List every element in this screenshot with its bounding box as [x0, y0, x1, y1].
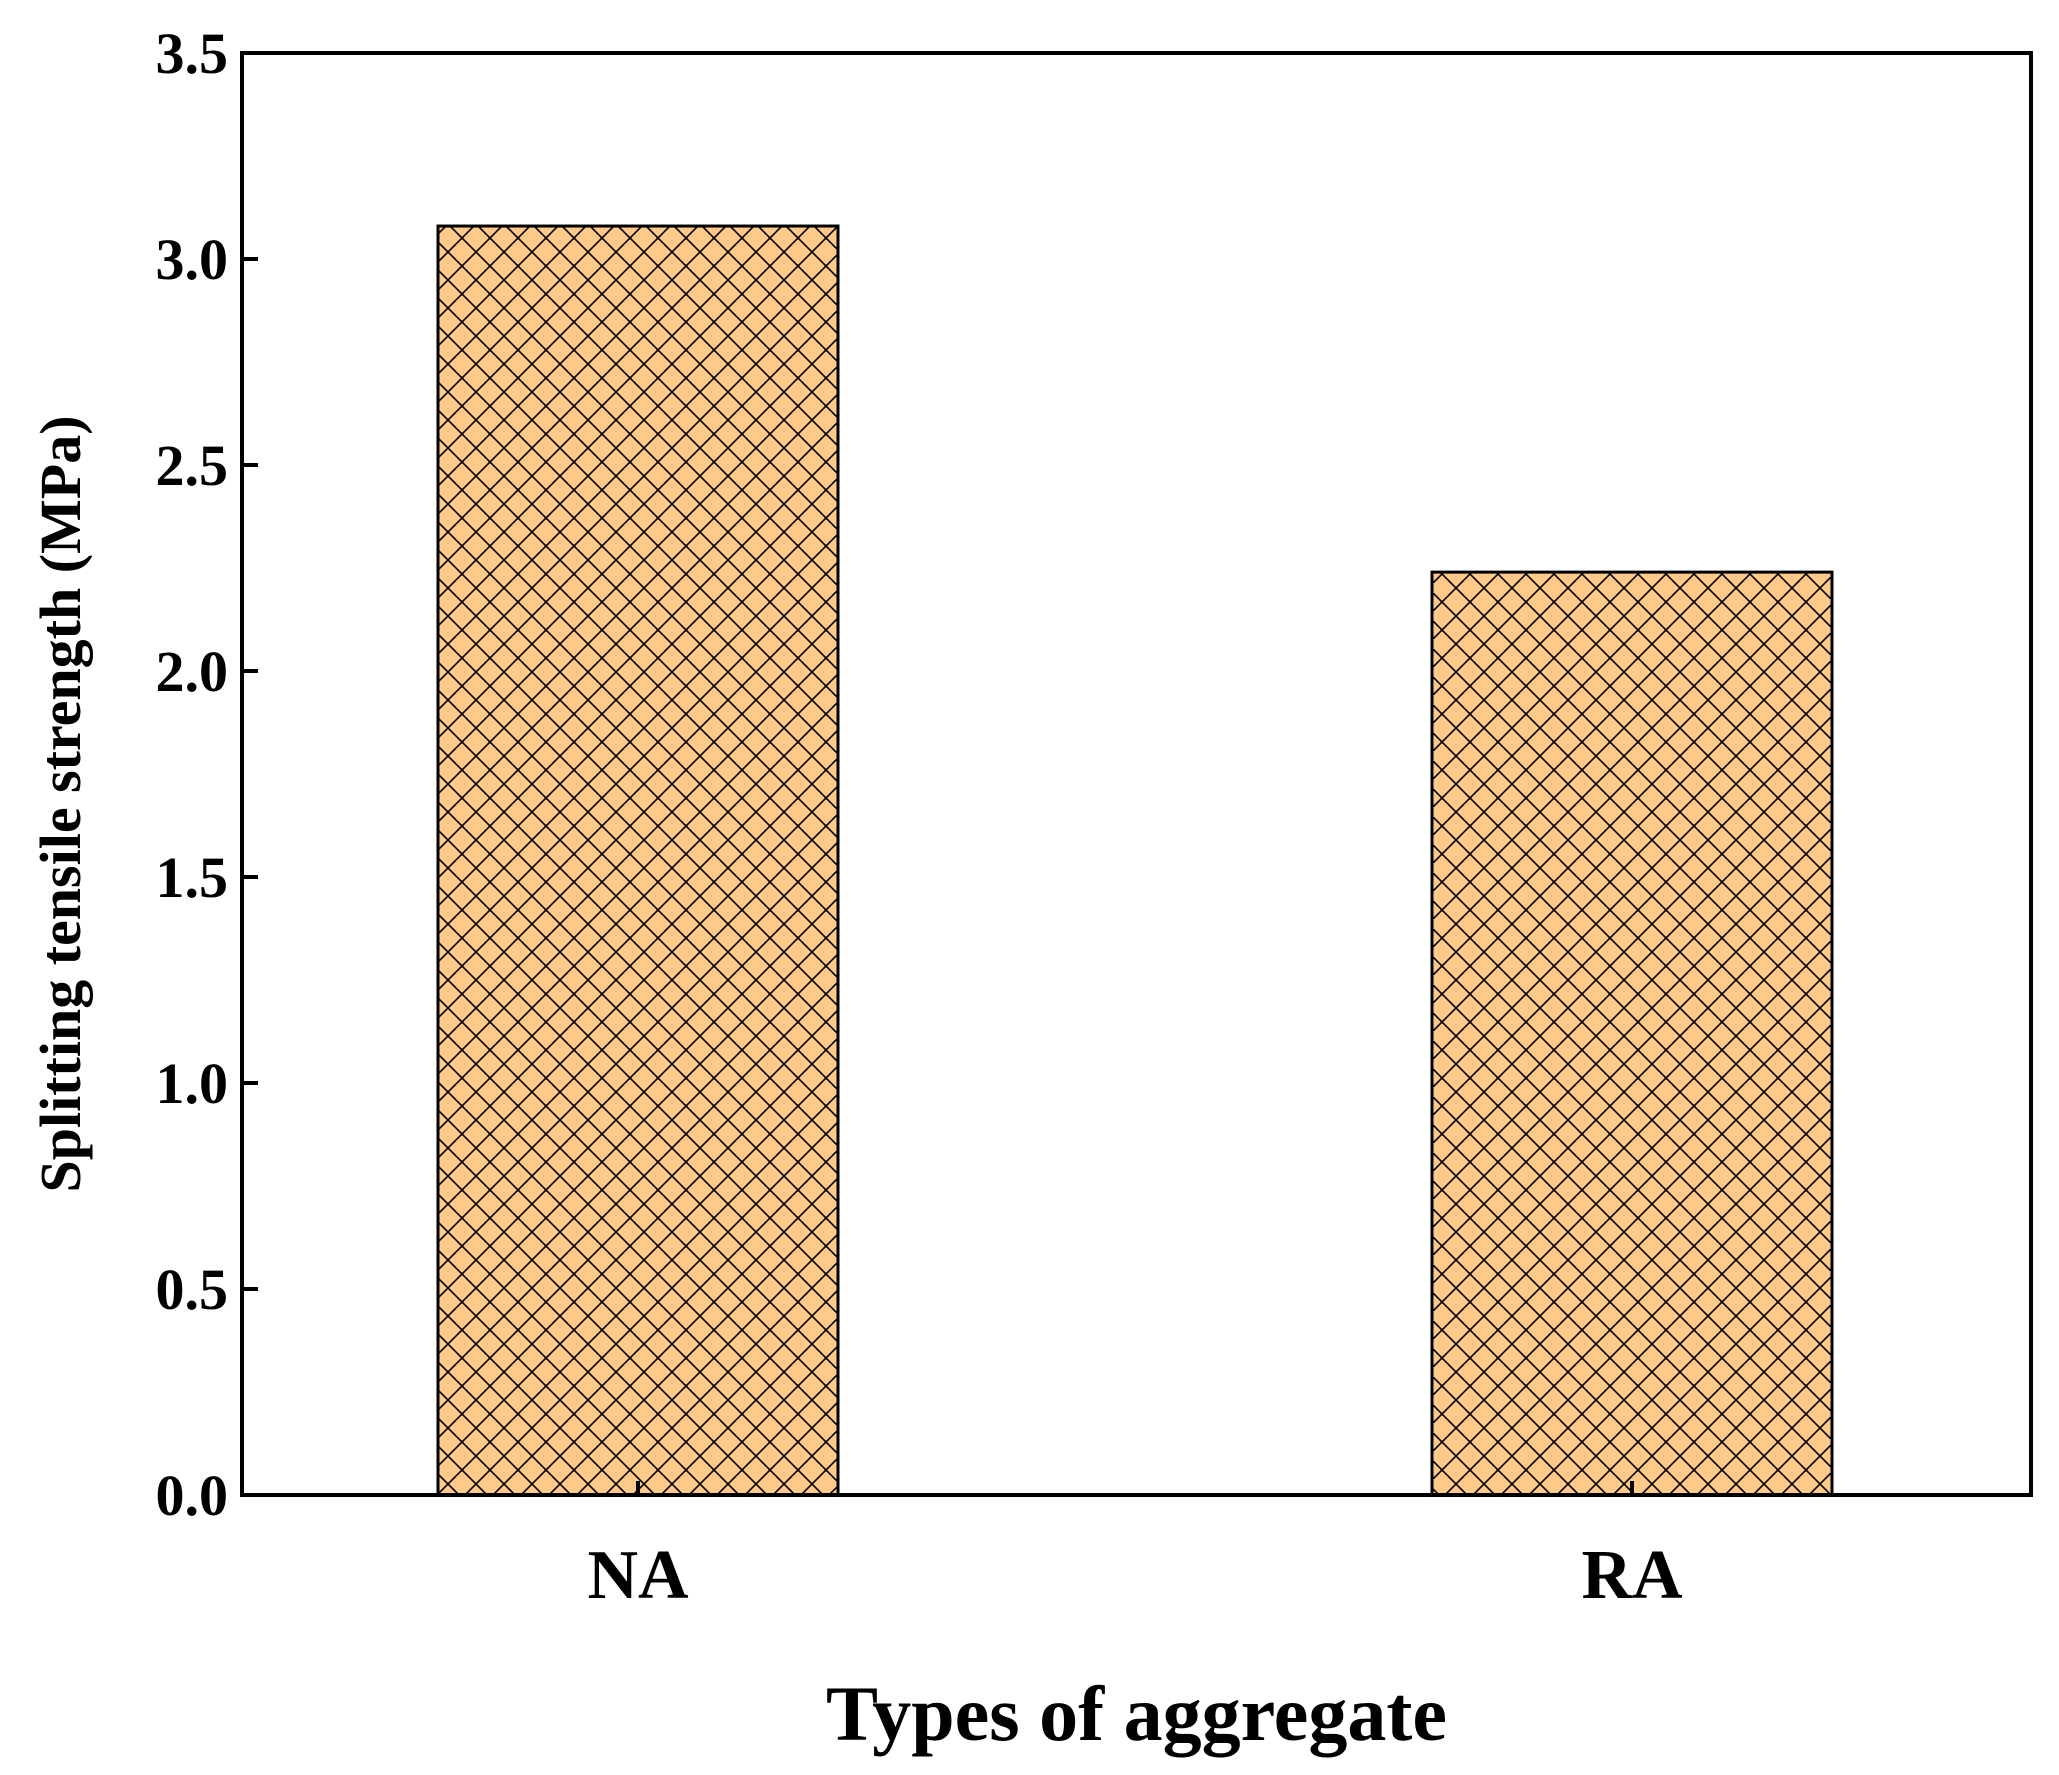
plot-frame	[240, 51, 2033, 1497]
y-tick-label: 0.0	[156, 1463, 229, 1528]
bar-na	[436, 224, 840, 1497]
y-tick-label: 2.5	[156, 433, 229, 498]
x-axis-title: Types of aggregate	[826, 1670, 1447, 1757]
y-tick-label: 3.5	[156, 21, 229, 86]
y-tick-label: 2.0	[156, 639, 229, 704]
x-category-label: NA	[587, 1537, 689, 1614]
y-tick-label: 1.0	[156, 1051, 229, 1116]
x-axis-categories: NA RA	[587, 1481, 1683, 1614]
y-tick-label: 1.5	[156, 845, 229, 910]
bars-layer	[436, 224, 1834, 1497]
y-tick-label: 3.0	[156, 227, 229, 292]
x-category-label: RA	[1581, 1537, 1683, 1614]
y-axis-ticks: 0.0 0.5 1.0 1.5 2.0 2.5 3.0 3.5	[156, 21, 258, 1528]
y-tick-label: 0.5	[156, 1257, 229, 1322]
y-axis-title: Splitting tensile strength (MPa)	[28, 415, 93, 1192]
bar-ra	[1430, 570, 1834, 1497]
